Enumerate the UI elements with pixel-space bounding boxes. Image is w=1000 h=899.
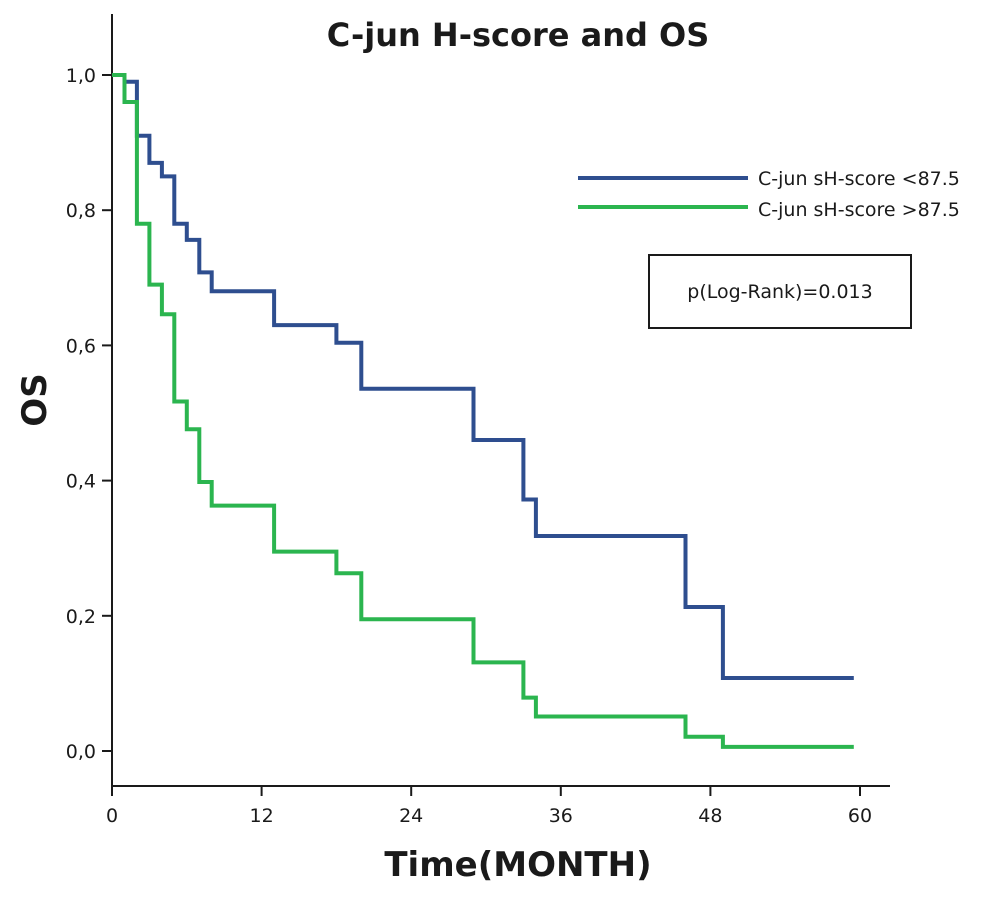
y-tick-label: 0,4 [66, 471, 96, 493]
axes [111, 14, 890, 787]
series-line-low [112, 73, 854, 680]
y-tick-label: 0,2 [66, 606, 96, 628]
x-tick-label: 24 [399, 805, 423, 827]
x-tick-label: 0 [106, 805, 118, 827]
pvalue-text: p(Log-Rank)=0.013 [687, 281, 872, 303]
x-tick-label: 36 [549, 805, 573, 827]
x-tick-label: 12 [250, 805, 274, 827]
y-tick-label: 0,6 [66, 335, 96, 357]
pvalue-box: p(Log-Rank)=0.013 [648, 254, 912, 329]
x-axis-title: Time(MONTH) [384, 845, 651, 885]
series-line-high [112, 73, 854, 749]
chart-title: C-jun H-score and OS [327, 16, 710, 54]
y-axis-title: OS [15, 373, 55, 426]
series-group [112, 73, 854, 749]
y-tick-label: 0,8 [66, 200, 96, 222]
x-tick-label: 60 [848, 805, 872, 827]
x-tick-label: 48 [698, 805, 722, 827]
y-ticks: 0,0 0,2 0,4 0,6 0,8 1,0 [66, 65, 112, 763]
legend: C-jun sH-score <87.5 C-jun sH-score >87.… [578, 168, 960, 221]
x-ticks: 0 12 24 36 48 60 [106, 786, 872, 827]
y-tick-label: 0,0 [66, 741, 96, 763]
y-tick-label: 1,0 [66, 65, 96, 87]
legend-label-high: C-jun sH-score >87.5 [758, 199, 960, 221]
legend-label-low: C-jun sH-score <87.5 [758, 168, 960, 190]
pvalue-box-border [648, 254, 912, 329]
